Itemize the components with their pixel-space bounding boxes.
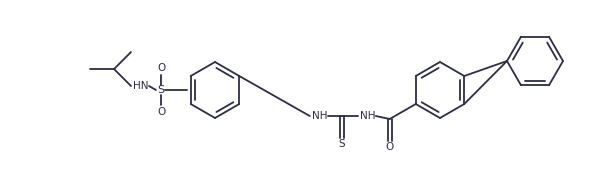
Text: O: O <box>157 107 165 117</box>
Text: O: O <box>386 142 394 152</box>
Text: NH: NH <box>360 111 375 121</box>
Text: HN: HN <box>133 81 148 91</box>
Text: NH: NH <box>312 111 327 121</box>
Text: S: S <box>157 85 165 95</box>
Text: S: S <box>339 139 345 149</box>
Text: O: O <box>157 63 165 73</box>
